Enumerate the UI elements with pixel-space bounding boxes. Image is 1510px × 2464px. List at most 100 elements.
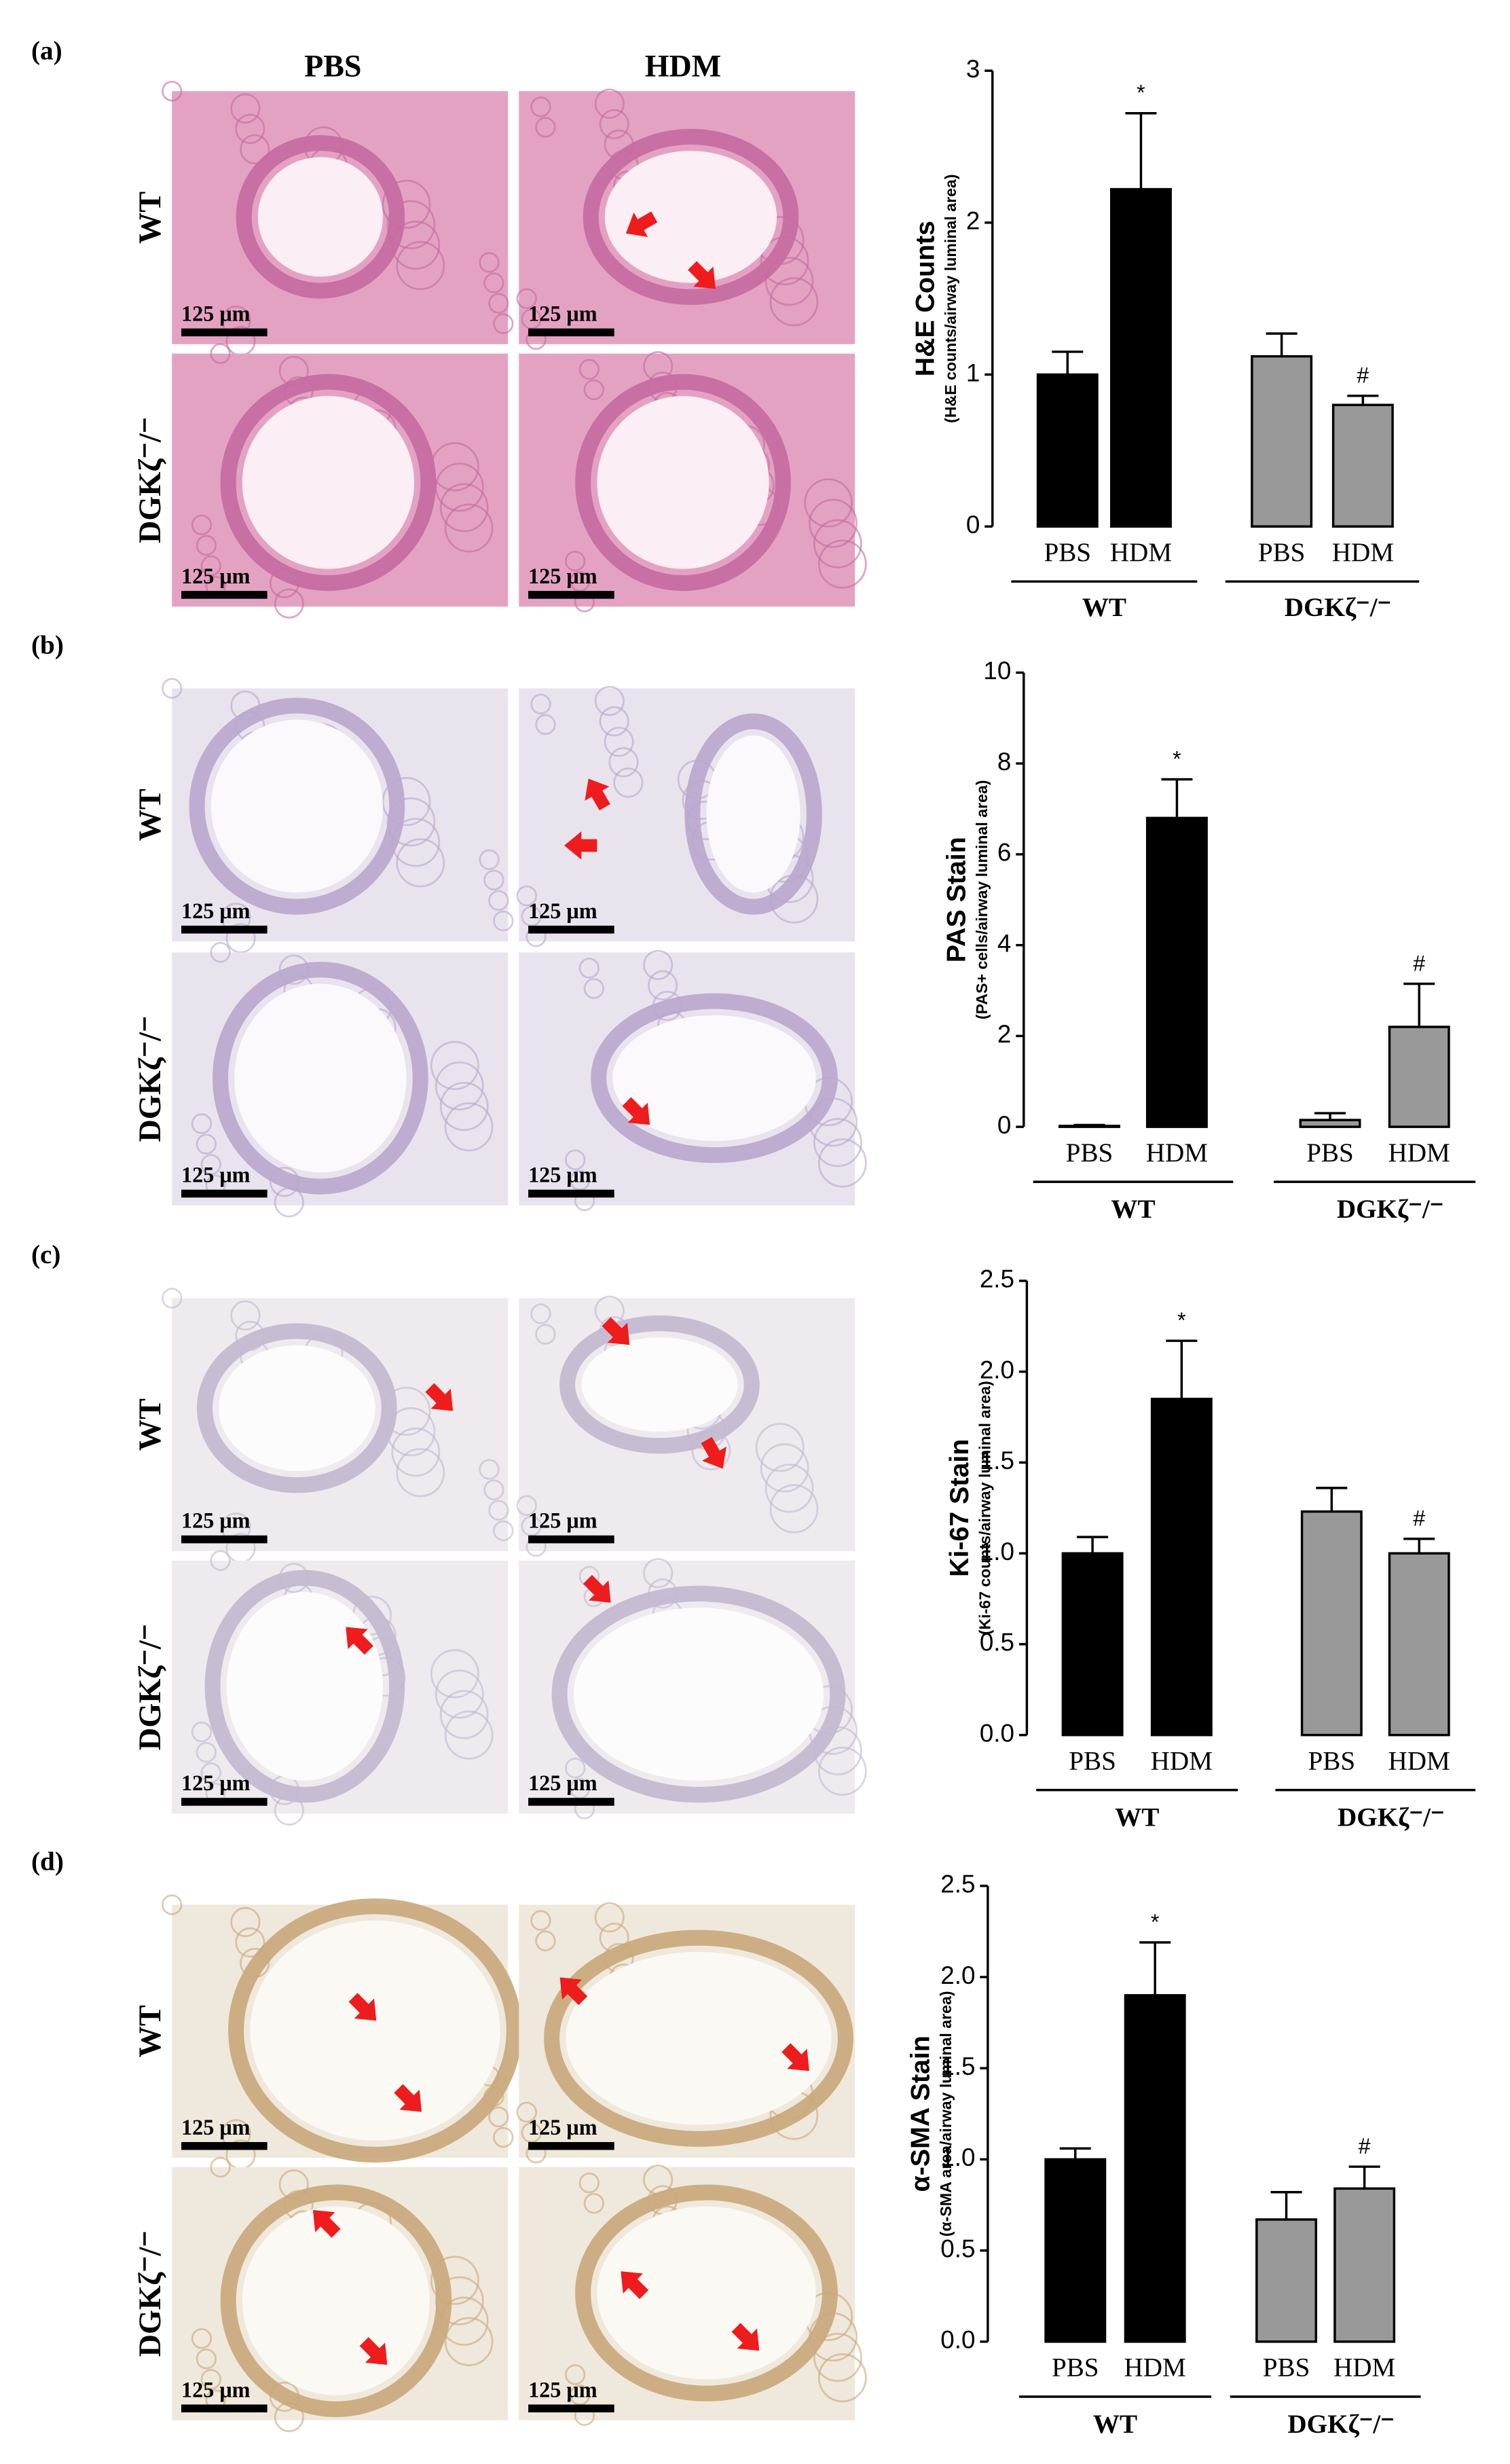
tissue-texture — [235, 1927, 265, 1958]
y-tick-label: 2.0 — [980, 1356, 1014, 1383]
y-tick-label: 4 — [997, 929, 1011, 957]
arrow — [559, 1977, 588, 2006]
y-axis-subtitle: (Ki-67 counts/airway luminal area) — [976, 1381, 994, 1635]
scale-bar-label: 125 μm — [181, 2377, 251, 2402]
tissue-texture — [608, 747, 639, 778]
tissue-texture — [479, 252, 500, 273]
tissue-texture — [439, 1081, 489, 1131]
tissue-texture — [493, 2126, 514, 2148]
y-tick-label: 1 — [966, 359, 980, 386]
tissue-texture — [230, 1906, 261, 1938]
tissue-texture — [594, 88, 625, 119]
scale-bar-label: 125 μm — [181, 1771, 251, 1795]
scale-bar — [528, 1798, 614, 1806]
scale-bar-label: 125 μm — [181, 301, 251, 325]
group-label: DGKζ⁻/⁻ — [1338, 1803, 1444, 1832]
arrow — [622, 1097, 650, 1125]
airway-lumen — [597, 396, 769, 569]
y-tick-label: 2 — [997, 1020, 1011, 1048]
arrow — [312, 2209, 341, 2238]
airway-lumen — [257, 157, 383, 277]
tissue-texture — [817, 1138, 867, 1188]
tissue-texture — [583, 978, 604, 999]
scale-bar — [528, 1535, 614, 1544]
tissue-texture — [564, 2364, 586, 2385]
tissue-texture — [435, 1669, 484, 1719]
tissue-texture — [200, 555, 221, 577]
x-tick-label: HDM — [1124, 2353, 1186, 2382]
tissue-texture — [191, 514, 213, 536]
airway-lumen — [706, 735, 800, 893]
bar — [1255, 2218, 1318, 2343]
y-tick-label: 6 — [997, 839, 1011, 867]
arrow — [621, 2271, 649, 2300]
airway-wall — [220, 374, 437, 592]
tissue-texture — [493, 1520, 514, 1542]
group-label: DGKζ⁻/⁻ — [1287, 2410, 1394, 2439]
bar — [1300, 1510, 1363, 1737]
row-label: WT — [132, 192, 167, 244]
row-label: DGKζ⁻/⁻ — [132, 417, 167, 543]
group-label: DGKζ⁻/⁻ — [1337, 1195, 1443, 1224]
annotation: # — [1359, 2134, 1371, 2158]
arrow — [425, 1383, 454, 1411]
scale-bar — [528, 1189, 614, 1198]
tissue-texture — [594, 1902, 625, 1933]
tissue-texture — [613, 767, 644, 798]
tissue-texture — [162, 1894, 183, 1915]
panel-label: (b) — [31, 630, 64, 659]
scale-bar-label: 125 μm — [528, 1163, 597, 1187]
tissue-texture — [488, 890, 509, 911]
tissue-texture — [817, 2353, 867, 2403]
scale-bar-label: 125 μm — [181, 1163, 251, 1187]
scale-bar-label: 125 μm — [181, 1508, 251, 1533]
tissue-texture — [430, 2255, 479, 2305]
tissue-texture — [430, 1040, 479, 1090]
tissue-texture — [583, 2192, 604, 2214]
tissue-texture — [230, 93, 261, 124]
scale-bar-label: 125 μm — [528, 899, 597, 923]
tissue-texture — [444, 1102, 494, 1152]
tissue-texture — [479, 849, 500, 871]
airway-lumen — [242, 396, 415, 569]
y-tick-label: 1.0 — [980, 1538, 1014, 1565]
airway-wall — [583, 128, 799, 305]
y-tick-label: 2.5 — [940, 1870, 975, 1898]
bar — [1058, 1125, 1120, 1128]
tissue-texture — [647, 970, 678, 1001]
scale-bar-label: 125 μm — [181, 564, 251, 588]
y-tick-label: 1.5 — [980, 1447, 1014, 1474]
scale-bar — [528, 2141, 614, 2150]
arrow — [602, 1317, 630, 1345]
airway-lumen — [242, 2206, 430, 2395]
tissue-texture — [530, 96, 551, 117]
row-label: DGKζ⁻/⁻ — [132, 1015, 167, 1142]
tissue-texture — [439, 483, 489, 532]
tissue-texture — [599, 109, 629, 140]
x-tick-label: PBS — [1069, 1746, 1116, 1775]
tissue-texture — [196, 1741, 217, 1763]
annotation: * — [1137, 80, 1145, 105]
y-tick-label: 0.0 — [980, 1719, 1014, 1747]
bar — [1124, 1994, 1186, 2343]
scale-bar-label: 125 μm — [528, 1771, 597, 1795]
y-tick-label: 1.5 — [940, 2052, 975, 2080]
scale-bar — [528, 925, 614, 934]
airway-lumen — [250, 1920, 500, 2141]
tissue-texture — [191, 2327, 213, 2349]
annotation: # — [1413, 951, 1425, 975]
tissue-texture — [382, 179, 431, 229]
bar — [1150, 1398, 1213, 1737]
annotation: * — [1173, 746, 1181, 771]
tissue-texture — [769, 1484, 819, 1534]
y-tick-label: 2.0 — [940, 1961, 975, 1989]
tissue-texture — [599, 706, 629, 737]
airway-wall — [220, 2184, 452, 2417]
scale-bar — [528, 591, 614, 599]
tissue-texture — [769, 277, 819, 327]
tissue-texture — [817, 1746, 867, 1796]
tissue-texture — [643, 1558, 674, 1589]
column-header: PBS — [304, 48, 361, 83]
